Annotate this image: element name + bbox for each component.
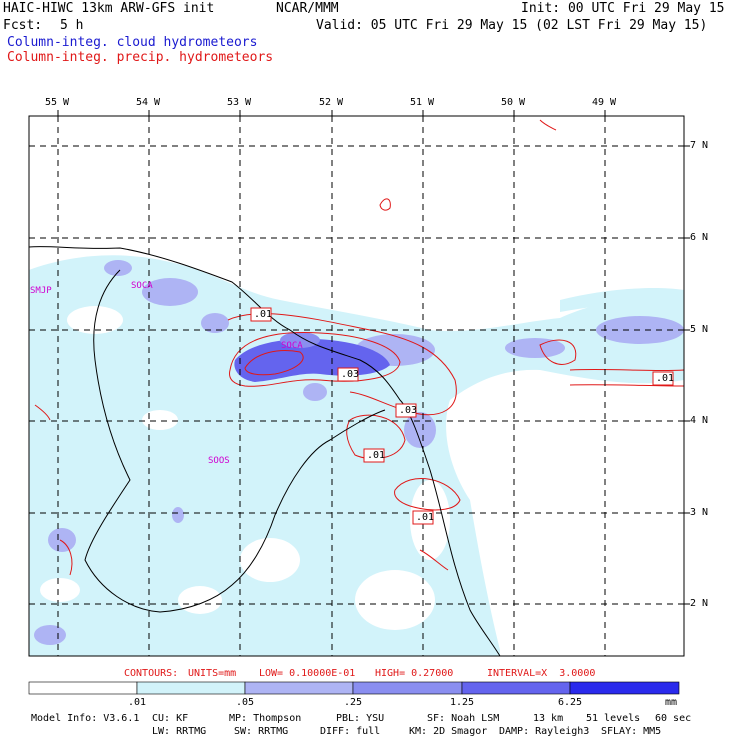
model-info-lw: LW: RRTMG xyxy=(152,726,207,737)
model-info-mp: MP: Thompson xyxy=(229,713,302,724)
org-label: NCAR/MMM xyxy=(276,1,339,16)
contour-info-contours: CONTOURS: xyxy=(124,668,179,679)
colorbar xyxy=(28,681,680,695)
contour-label: .01 xyxy=(254,309,273,320)
contour-info-interval: INTERVAL=X 3.0000 xyxy=(487,668,596,679)
lat-label-2n: 2 N xyxy=(690,598,709,609)
model-info-timestep: 60 sec xyxy=(655,713,692,724)
model-info-cu: CU: KF xyxy=(152,713,189,724)
lon-label-50w: 50 W xyxy=(501,97,526,108)
lon-label-51w: 51 W xyxy=(410,97,435,108)
colorbar-unit: mm xyxy=(664,697,678,708)
fcst-value: 5 h xyxy=(60,18,84,33)
map-frame xyxy=(28,115,685,657)
model-info-sw: SW: RRTMG xyxy=(234,726,289,737)
field-precip-label: Column-integ. precip. hydrometeors xyxy=(7,50,274,65)
contour-info-low: LOW= 0.10000E-01 xyxy=(259,668,356,679)
lat-label-4n: 4 N xyxy=(690,415,709,426)
lat-label-7n: 7 N xyxy=(690,140,709,151)
contour-label: .03 xyxy=(399,405,418,416)
lon-label-52w: 52 W xyxy=(319,97,344,108)
lon-label-49w: 49 W xyxy=(592,97,617,108)
model-title: HAIC-HIWC 13km ARW-GFS init xyxy=(3,1,215,16)
lat-label-6n: 6 N xyxy=(690,232,709,243)
place-label-soca-2: SOCA xyxy=(281,341,303,351)
contour-label: .01 xyxy=(416,512,435,523)
model-info-sflay: SFLAY: MM5 xyxy=(601,726,662,737)
lon-label-54w: 54 W xyxy=(136,97,161,108)
contour-label: .01 xyxy=(656,373,675,384)
place-label-smjp: SMJP xyxy=(30,286,52,296)
axis-ticks xyxy=(57,110,690,605)
place-label-soca: SOCA xyxy=(131,281,153,291)
contour-info-units: UNITS=mm xyxy=(188,668,237,679)
model-info-version: Model Info: V3.6.1 xyxy=(31,713,140,724)
model-info-diff: DIFF: full xyxy=(320,726,381,737)
lon-label-53w: 53 W xyxy=(227,97,252,108)
model-info-resolution: 13 km xyxy=(533,713,564,724)
contour-label: .01 xyxy=(367,450,386,461)
field-cloud-label: Column-integ. cloud hydrometeors xyxy=(7,35,258,50)
model-info-km: KM: 2D Smagor xyxy=(409,726,488,737)
fcst-label: Fcst: xyxy=(3,18,43,33)
init-time: Init: 00 UTC Fri 29 May 15 xyxy=(521,1,725,16)
colorbar-tick: .01 xyxy=(127,697,147,708)
coastlines xyxy=(29,246,501,656)
lon-label-55w: 55 W xyxy=(45,97,70,108)
model-info-damp: DAMP: Rayleigh3 xyxy=(499,726,590,737)
colorbar-tick: .05 xyxy=(235,697,255,708)
lat-label-5n: 5 N xyxy=(690,324,709,335)
place-label-soos: SOOS xyxy=(208,456,230,466)
lat-label-3n: 3 N xyxy=(690,507,709,518)
model-info-sf: SF: Noah LSM xyxy=(427,713,500,724)
lat-lon-grid xyxy=(29,116,684,656)
colorbar-tick: 1.25 xyxy=(449,697,475,708)
contour-label-boxes xyxy=(250,307,674,525)
contour-info-high: HIGH= 0.27000 xyxy=(375,668,454,679)
colorbar-tick: 6.25 xyxy=(557,697,583,708)
model-info-pbl: PBL: YSU xyxy=(336,713,385,724)
cloud-field-medium xyxy=(34,260,684,645)
cloud-field-medium-dark xyxy=(280,332,320,348)
contour-label: .03 xyxy=(341,369,360,380)
colorbar-tick: .25 xyxy=(343,697,363,708)
model-info-levels: 51 levels xyxy=(586,713,641,724)
valid-time: Valid: 05 UTC Fri 29 May 15 (02 LST Fri … xyxy=(316,18,708,33)
